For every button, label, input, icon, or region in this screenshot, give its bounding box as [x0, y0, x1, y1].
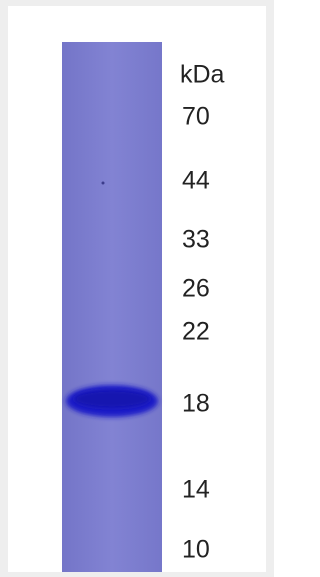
marker-label: 44 [182, 167, 210, 195]
marker-label: 22 [182, 318, 210, 346]
marker-label: 70 [182, 103, 210, 131]
marker-label: 14 [182, 476, 210, 504]
gel-image: kDa 70 44 33 26 22 18 14 10 [0, 0, 274, 577]
marker-label: 33 [182, 226, 210, 254]
marker-label: 18 [182, 390, 210, 418]
speck [102, 182, 105, 185]
marker-labels: 70 44 33 26 22 18 14 10 [182, 103, 210, 564]
unit-label: kDa [180, 61, 225, 89]
marker-label: 10 [182, 536, 210, 564]
gel-lane [62, 42, 162, 572]
protein-band-core [74, 390, 150, 408]
marker-label: 26 [182, 275, 210, 303]
